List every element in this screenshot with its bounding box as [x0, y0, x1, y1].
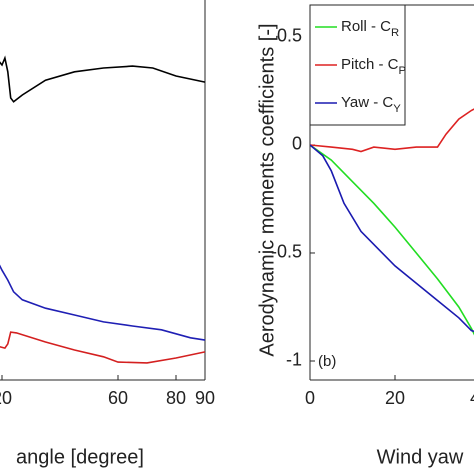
- x-axis-label: angle [degree]: [16, 446, 144, 468]
- series-line: [0, 55, 206, 103]
- plot-area: [0, 55, 206, 364]
- series-line: [0, 264, 206, 341]
- series-line: [310, 144, 474, 333]
- series-line: [310, 144, 474, 336]
- x-tick-label: 0: [305, 388, 315, 408]
- x-tick-label: 60: [108, 388, 128, 408]
- legend-label: Yaw - CY: [341, 94, 401, 115]
- x-tick-label: 20: [0, 388, 12, 408]
- x-tick-label: 40: [470, 388, 474, 408]
- y-axis-label: Aerodynamic moments coefficients [-]: [256, 23, 278, 356]
- series-line: [310, 108, 474, 153]
- y-tick-label: -1: [286, 350, 302, 370]
- legend-label: Pitch - CP: [341, 56, 406, 77]
- series-line: [0, 331, 206, 364]
- annotation: (b): [318, 353, 336, 370]
- y-tick-label: 0.5: [277, 26, 302, 46]
- y-tick-label: -0.5: [271, 242, 302, 262]
- legend-label: Roll - CR: [341, 18, 399, 39]
- x-tick-label: 20: [385, 388, 405, 408]
- x-axis-label: Wind yaw: [377, 446, 464, 468]
- plot-area: [310, 108, 474, 336]
- y-tick-label: 0: [292, 134, 302, 154]
- x-tick-label: 90: [195, 388, 215, 408]
- x-tick-label: 80: [166, 388, 186, 408]
